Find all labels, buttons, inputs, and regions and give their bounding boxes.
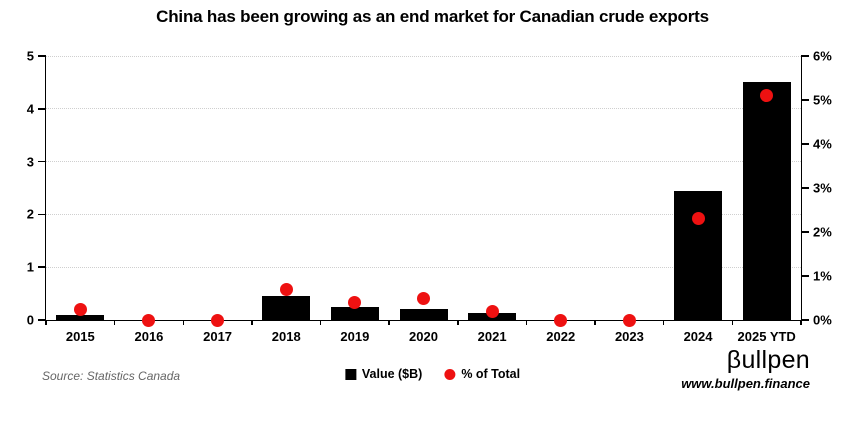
x-label-2016: 2016 (134, 329, 164, 344)
x-label-2015: 2015 (65, 329, 95, 344)
x-axis-tick-5 (388, 320, 390, 325)
plot-area: 0 1 2 3 4 5 0% 1% 2% 3% 4% 5% 6% 2015 2016 2017 2018 2019… (27, 50, 832, 345)
left-axis-label-1: 1 (26, 259, 34, 275)
dot-2024 (691, 212, 705, 226)
gridline-4 (46, 108, 801, 110)
circle-marker-icon (444, 368, 456, 380)
bar-2025-ytd (742, 82, 791, 320)
source-note: Source: Statistics Canada (42, 369, 181, 383)
right-axis-label-4%: 4% (813, 136, 832, 152)
x-axis-tick-4 (319, 320, 322, 325)
dot-2023 (622, 313, 636, 327)
left-axis-label-3: 3 (26, 154, 34, 170)
square-marker-icon (344, 368, 356, 380)
bar-2018 (262, 296, 311, 320)
right-axis-label-3%: 3% (813, 180, 832, 196)
left-axis-tick-1 (38, 266, 46, 268)
left-axis-tick-5 (38, 55, 46, 57)
x-axis-tick-0 (45, 320, 47, 325)
x-label-2019: 2019 (340, 329, 370, 344)
x-label-2021: 2021 (477, 329, 507, 344)
gridline-5 (46, 55, 801, 57)
right-axis-label-0%: 0% (813, 312, 832, 328)
x-label-2020: 2020 (409, 329, 438, 344)
bar-2024 (674, 190, 723, 320)
right-axis-label-6%: 6% (813, 48, 832, 64)
x-axis-tick-6 (457, 320, 459, 325)
right-axis-tick-1% (801, 275, 809, 277)
legend-item-value-b-: Value ($B) (344, 367, 423, 381)
legend-item--of-total: % of Total (444, 367, 520, 381)
dot-2015 (73, 302, 87, 316)
brand-url: www.bullpen.finance (681, 376, 810, 391)
x-axis-tick-9 (662, 320, 665, 325)
dot-2021 (485, 304, 499, 318)
right-axis-tick-6% (801, 55, 809, 57)
left-axis-tick-3 (38, 160, 46, 163)
x-label-2017: 2017 (203, 329, 233, 344)
x-axis-tick-2 (182, 320, 185, 325)
x-label-2018: 2018 (271, 329, 301, 344)
left-axis-label-2: 2 (26, 206, 34, 222)
left-axis-tick-4 (38, 108, 46, 110)
bar-2015 (56, 314, 105, 320)
x-label-2025-ytd: 2025 YTD (737, 329, 796, 344)
left-axis-tick-0 (38, 319, 46, 321)
dot-2019 (348, 295, 362, 309)
legend-label: Value ($B) (361, 367, 423, 381)
x-axis-tick-10 (731, 320, 734, 325)
right-axis-tick-2% (801, 231, 809, 233)
gridline-3 (46, 161, 801, 163)
left-axis-label-4: 4 (26, 101, 34, 117)
bar-2020 (399, 309, 448, 320)
left-axis-label-0: 0 (26, 312, 34, 328)
x-label-2022: 2022 (546, 329, 576, 344)
dot-2020 (417, 291, 430, 305)
x-label-2024: 2024 (683, 329, 713, 344)
brand-block: βullpen www.bullpen.finance (681, 346, 810, 391)
dot-2025-ytd (760, 89, 774, 103)
right-axis-tick-3% (801, 187, 809, 189)
gridline-2 (46, 213, 801, 215)
dot-2016 (142, 313, 156, 327)
dot-2022 (554, 313, 568, 327)
right-axis-tick-4% (801, 143, 809, 145)
left-axis-tick-2 (38, 213, 46, 216)
bar-2019 (330, 306, 379, 320)
gridline-1 (46, 266, 801, 268)
dot-2018 (279, 282, 293, 296)
right-axis-tick-5% (801, 99, 809, 101)
x-axis-tick-7 (525, 320, 528, 325)
x-label-2023: 2023 (614, 329, 644, 344)
right-axis-tick-0% (801, 319, 809, 321)
right-axis-label-5%: 5% (813, 92, 832, 108)
x-axis-tick-11 (800, 320, 802, 325)
dot-2017 (211, 313, 225, 327)
left-axis-label-5: 5 (26, 48, 34, 64)
right-axis-label-2%: 2% (813, 224, 832, 240)
legend-label: % of Total (461, 367, 521, 381)
x-axis-tick-3 (251, 320, 253, 325)
bullpen-logo: βullpen (726, 346, 810, 374)
chart-title: China has been growing as an end market … (156, 7, 709, 26)
x-axis-tick-8 (594, 320, 596, 325)
x-axis-tick-1 (113, 320, 116, 325)
legend: Value ($B) % of Total (344, 367, 520, 381)
right-axis-label-1%: 1% (813, 268, 832, 284)
